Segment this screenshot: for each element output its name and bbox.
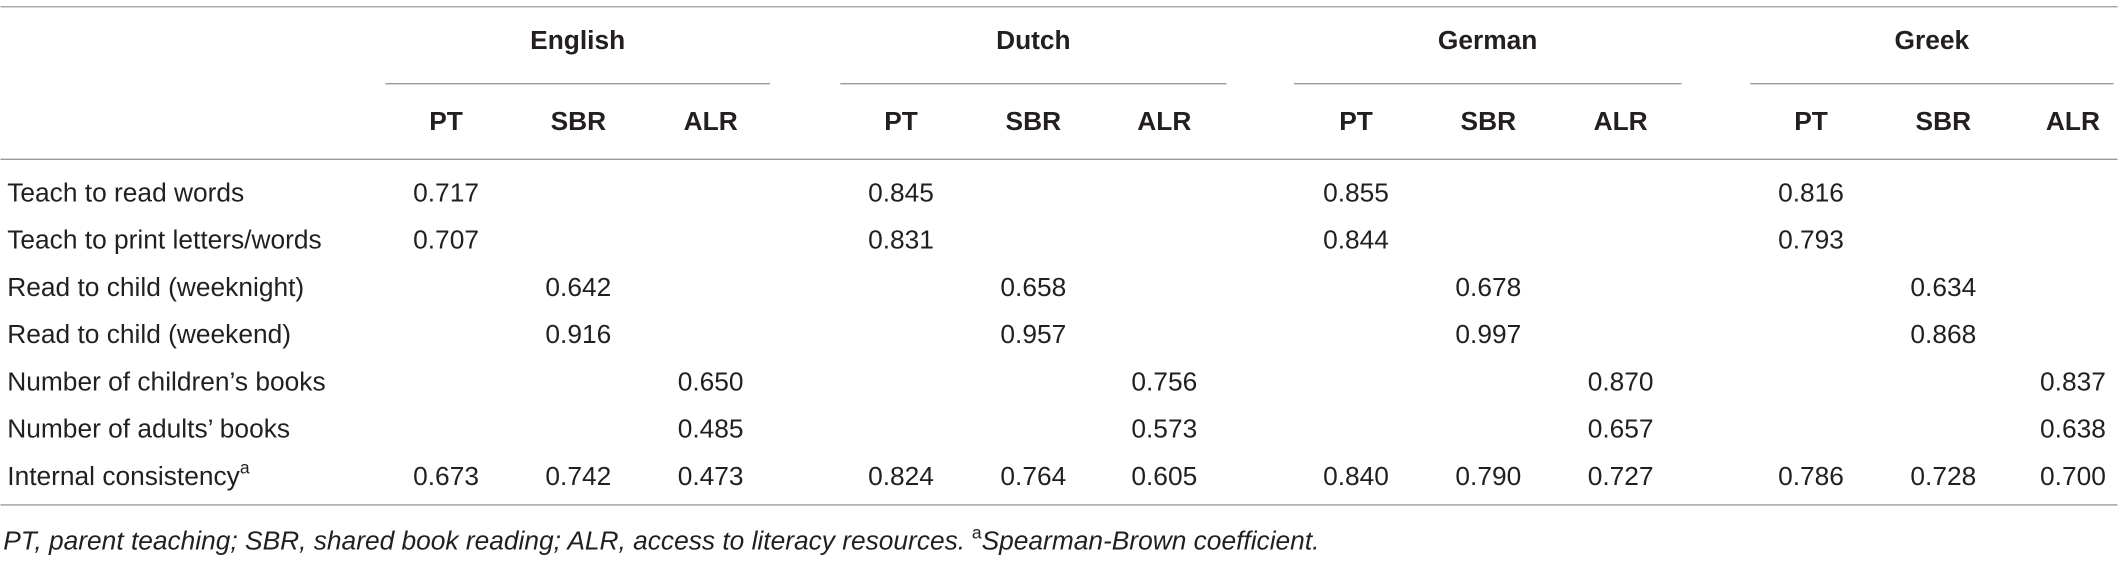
row-label: Read to child (weeknight) [7, 272, 304, 302]
cell: 0.650 [678, 366, 744, 396]
cell: 0.844 [1323, 225, 1389, 255]
cell: 0.868 [1910, 319, 1976, 349]
cell: 0.485 [678, 414, 744, 444]
cell: 0.678 [1455, 272, 1521, 302]
cell: 0.742 [545, 461, 611, 491]
row-label: Read to child (weekend) [7, 319, 291, 349]
column-header: SBR [1006, 106, 1062, 136]
footnote-sup: a [972, 522, 982, 542]
cell: 0.816 [1778, 177, 1844, 207]
cell: 0.728 [1910, 461, 1976, 491]
cell: 0.658 [1000, 272, 1066, 302]
cell: 0.845 [868, 177, 934, 207]
column-header: ALR [684, 106, 738, 136]
row-label: Internal consistencya [7, 457, 250, 491]
group-header: English [530, 25, 625, 55]
cell: 0.727 [1588, 461, 1654, 491]
column-header: PT [429, 106, 463, 136]
cell: 0.700 [2040, 461, 2106, 491]
cell: 0.793 [1778, 225, 1844, 255]
group-header: Greek [1895, 25, 1970, 55]
column-header: ALR [1137, 106, 1191, 136]
column-header: ALR [1594, 106, 1648, 136]
superscript: a [240, 457, 250, 477]
cell: 0.870 [1588, 366, 1654, 396]
cell: 0.824 [868, 461, 934, 491]
row-label: Number of adults’ books [7, 414, 290, 444]
cell: 0.997 [1455, 319, 1521, 349]
footnote: PT, parent teaching; SBR, shared book re… [3, 522, 1319, 556]
column-header: PT [884, 106, 918, 136]
column-header: SBR [1461, 106, 1517, 136]
footnote-note: Spearman-Brown coefficient. [982, 526, 1320, 556]
row-label-text: Internal consistency [7, 461, 240, 491]
cell: 0.916 [545, 319, 611, 349]
column-header: PT [1794, 106, 1828, 136]
cell: 0.657 [1588, 414, 1654, 444]
row-label: Teach to read words [7, 177, 244, 207]
cell: 0.790 [1455, 461, 1521, 491]
column-header: PT [1339, 106, 1373, 136]
cell: 0.707 [413, 225, 479, 255]
cell: 0.638 [2040, 414, 2106, 444]
group-header: German [1438, 25, 1537, 55]
column-header: SBR [1916, 106, 1972, 136]
cell: 0.634 [1910, 272, 1976, 302]
cell: 0.642 [545, 272, 611, 302]
group-header: Dutch [996, 25, 1071, 55]
cell: 0.840 [1323, 461, 1389, 491]
cell: 0.673 [413, 461, 479, 491]
cell: 0.831 [868, 225, 934, 255]
cell: 0.605 [1131, 461, 1197, 491]
cell: 0.855 [1323, 177, 1389, 207]
row-label: Number of children’s books [7, 366, 325, 396]
column-header: ALR [2046, 106, 2100, 136]
cell: 0.573 [1131, 414, 1197, 444]
cell: 0.756 [1131, 366, 1197, 396]
cell: 0.837 [2040, 366, 2106, 396]
cell: 0.764 [1000, 461, 1066, 491]
footnote-text: PT, parent teaching; SBR, shared book re… [3, 526, 965, 556]
column-header: SBR [551, 106, 607, 136]
cell: 0.717 [413, 177, 479, 207]
cell: 0.473 [678, 461, 744, 491]
cell: 0.957 [1000, 319, 1066, 349]
cell: 0.786 [1778, 461, 1844, 491]
row-label: Teach to print letters/words [7, 225, 321, 255]
